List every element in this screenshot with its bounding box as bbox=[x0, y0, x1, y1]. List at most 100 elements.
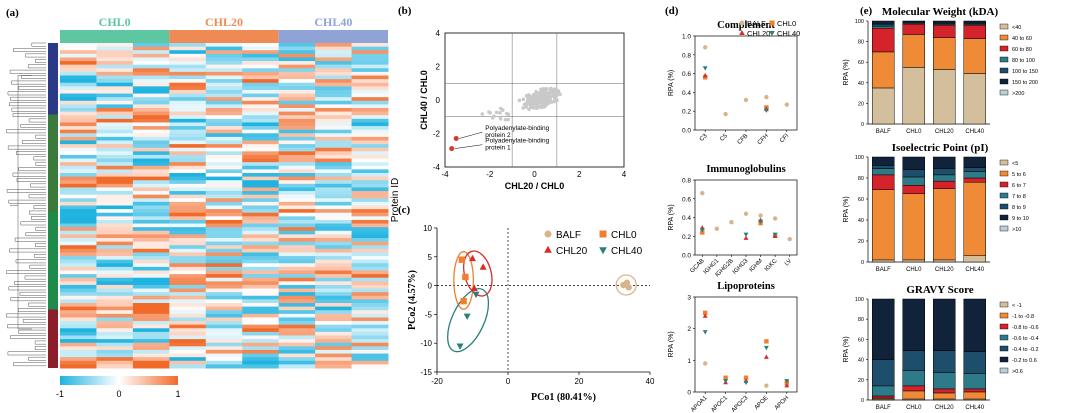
heatmap-cell bbox=[242, 53, 280, 58]
heatmap-cell bbox=[169, 277, 207, 282]
heatmap-cell bbox=[351, 219, 389, 225]
row-cluster-bar bbox=[48, 309, 58, 368]
rpa-point-chl0 bbox=[703, 75, 708, 80]
legend-label: 150 to 200 bbox=[1012, 80, 1038, 86]
heatmap-cell bbox=[315, 118, 353, 123]
legend-label: 6 to 7 bbox=[1012, 183, 1026, 189]
point-annotation: protein 1 bbox=[485, 145, 511, 152]
heatmap-cell bbox=[205, 97, 243, 102]
heatmap-cell bbox=[169, 227, 207, 232]
heatmap-cell bbox=[278, 64, 316, 69]
heatmap-cell bbox=[242, 68, 280, 73]
heatmap-cell bbox=[242, 342, 280, 347]
x-tick-label: 40 bbox=[646, 377, 655, 386]
dendrogram-branch bbox=[9, 69, 46, 74]
dendrogram-branch bbox=[20, 221, 46, 226]
heatmap-cell bbox=[60, 335, 97, 340]
dendrogram-branch bbox=[29, 264, 46, 269]
heatmap-cell bbox=[242, 263, 280, 268]
x-tick-label: APOA1 bbox=[690, 395, 709, 413]
heatmap-cell bbox=[60, 108, 97, 113]
heatmap-cell bbox=[132, 169, 170, 174]
heatmap-cell bbox=[315, 43, 353, 48]
heatmap-cell bbox=[169, 310, 207, 315]
heatmap-cell bbox=[315, 364, 353, 369]
heatmap-cell bbox=[242, 165, 280, 170]
heatmap-cell bbox=[205, 216, 243, 221]
legend-marker bbox=[739, 30, 745, 35]
stacked-bar-segment bbox=[902, 67, 925, 125]
heatmap-cell bbox=[169, 299, 207, 304]
heatmap-cell bbox=[205, 86, 243, 91]
heatmap-cell bbox=[96, 162, 134, 167]
heatmap-cell bbox=[60, 173, 97, 178]
heatmap-cell bbox=[132, 328, 170, 333]
data-point bbox=[535, 104, 539, 108]
heatmap-cell bbox=[96, 223, 134, 228]
heatmap-cell bbox=[96, 353, 134, 358]
legend-marker bbox=[599, 230, 607, 238]
heatmap-cell bbox=[169, 140, 207, 145]
heatmap-cell bbox=[60, 288, 97, 293]
heatmap-cell bbox=[169, 93, 207, 98]
heatmap-cell bbox=[242, 75, 280, 80]
heatmap-cell bbox=[242, 122, 280, 127]
data-point bbox=[530, 105, 535, 110]
data-point bbox=[521, 97, 526, 102]
legend-swatch bbox=[999, 367, 1009, 374]
stacked-bar-panels: 0 20 40 60 80 100 RPA (%) Molecular Weight (kDA… bbox=[843, 6, 1039, 411]
heatmap-cell bbox=[60, 331, 97, 336]
y-tick-label: 20 bbox=[858, 239, 864, 245]
pcoa-point-chl20 bbox=[470, 284, 478, 292]
stacked-bar-segment bbox=[872, 87, 895, 125]
stacked-bar-segment bbox=[963, 171, 986, 179]
y-tick-label: 20 bbox=[858, 101, 864, 107]
rpa-point-balf bbox=[772, 216, 778, 221]
legend-label: -0.6 to -0.4 bbox=[1012, 336, 1039, 342]
heatmap-cell bbox=[96, 97, 134, 102]
heatmap-cell bbox=[278, 219, 316, 225]
heatmap-cell bbox=[205, 241, 243, 246]
heatmap-cell bbox=[351, 46, 389, 51]
heatmap-cell bbox=[60, 281, 97, 286]
heatmap-cell bbox=[242, 82, 280, 87]
stacked-bar-segment bbox=[902, 390, 925, 400]
heatmap-cell bbox=[169, 230, 207, 235]
y-tick-label: 0 bbox=[687, 390, 691, 397]
heatmap-cell bbox=[96, 292, 134, 297]
heatmap-cell bbox=[132, 360, 170, 365]
legend-label: CHL40 bbox=[777, 29, 800, 38]
heatmap-cell bbox=[205, 357, 243, 362]
heatmap-cell bbox=[278, 165, 316, 170]
heatmap-cell bbox=[169, 46, 207, 51]
heatmap-cell bbox=[60, 346, 97, 351]
heatmap-cell bbox=[205, 281, 243, 286]
heatmap-cell bbox=[169, 223, 207, 228]
heatmap-cell bbox=[132, 115, 170, 120]
highlighted-point bbox=[449, 146, 455, 152]
heatmap-cell bbox=[315, 86, 353, 91]
heatmap-cell bbox=[278, 284, 316, 290]
x-tick-label: APOC3 bbox=[731, 395, 750, 413]
rpa-point-balf bbox=[703, 45, 708, 50]
dendrogram-branch bbox=[28, 356, 46, 361]
y-tick-label: 2 bbox=[436, 63, 441, 72]
heatmap-cell bbox=[205, 46, 243, 51]
legend-swatch bbox=[999, 356, 1009, 363]
heatmap-cell bbox=[96, 86, 134, 91]
heatmap-cell bbox=[169, 194, 207, 199]
legend-swatch bbox=[999, 334, 1009, 341]
heatmap-cell bbox=[315, 100, 353, 105]
y-tick-label: 0.4 bbox=[682, 90, 691, 97]
heatmap-cell bbox=[351, 223, 389, 228]
heatmap-cell bbox=[351, 61, 389, 66]
x-tick-label: APOE bbox=[754, 395, 770, 411]
dendrogram-branch bbox=[15, 151, 46, 155]
stacked-bar-segment bbox=[872, 359, 895, 387]
point-cloud bbox=[480, 86, 562, 122]
heatmap-cell bbox=[315, 68, 353, 73]
rpa-point-balf bbox=[723, 111, 728, 117]
heatmap-cell bbox=[205, 324, 243, 329]
heatmap-cell bbox=[132, 147, 170, 152]
heatmap-cell bbox=[96, 299, 134, 304]
